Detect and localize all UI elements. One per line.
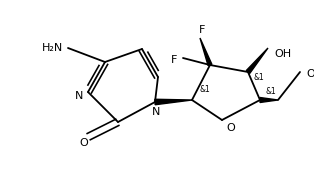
Polygon shape <box>155 99 192 105</box>
Text: N: N <box>75 91 83 101</box>
Text: O: O <box>80 138 88 148</box>
Text: OH: OH <box>306 69 314 79</box>
Text: H₂N: H₂N <box>42 43 63 53</box>
Text: F: F <box>199 25 205 35</box>
Text: O: O <box>226 123 235 133</box>
Text: F: F <box>171 55 177 65</box>
Polygon shape <box>260 98 278 102</box>
Polygon shape <box>200 38 212 66</box>
Text: N: N <box>152 107 160 117</box>
Text: &1: &1 <box>265 87 276 96</box>
Polygon shape <box>246 48 268 73</box>
Text: OH: OH <box>274 49 291 59</box>
Text: &1: &1 <box>200 85 211 95</box>
Text: &1: &1 <box>254 73 265 81</box>
